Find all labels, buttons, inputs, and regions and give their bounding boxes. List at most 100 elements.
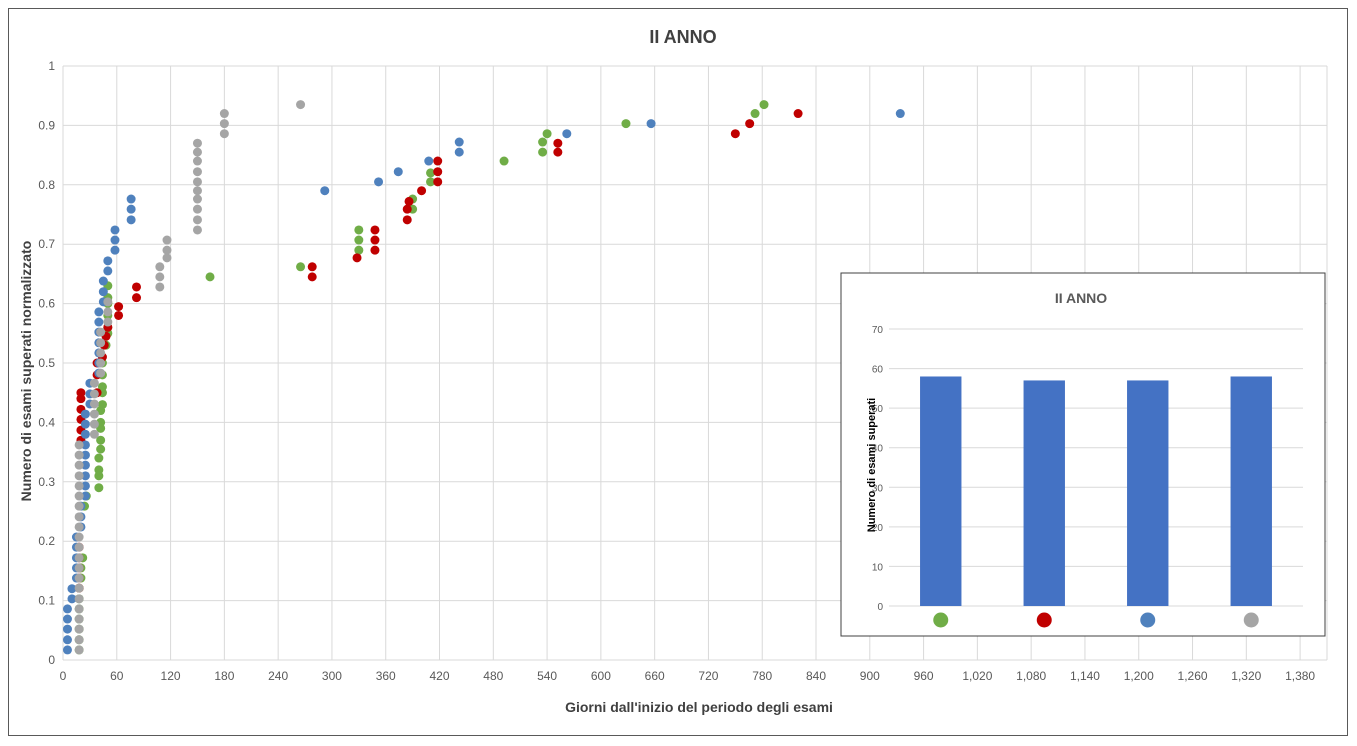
data-point xyxy=(162,235,172,245)
x-tick-label: 1,200 xyxy=(1124,669,1154,683)
data-point xyxy=(352,253,362,263)
data-point xyxy=(74,532,84,542)
data-point xyxy=(74,604,84,614)
inset-y-tick-label: 30 xyxy=(872,483,884,494)
data-point xyxy=(126,194,136,204)
data-point xyxy=(562,129,572,139)
inset-y-tick-label: 40 xyxy=(872,444,884,455)
data-point xyxy=(62,635,72,645)
x-tick-label: 1,080 xyxy=(1016,669,1046,683)
data-point xyxy=(110,235,120,245)
inset-bar xyxy=(1023,380,1065,606)
data-point xyxy=(62,604,72,614)
data-point xyxy=(98,276,108,286)
data-point xyxy=(126,204,136,214)
x-tick-label: 780 xyxy=(752,669,772,683)
data-point xyxy=(97,400,107,410)
inset-y-tick-label: 10 xyxy=(872,562,884,573)
inset-category-marker xyxy=(933,612,949,628)
y-tick-label: 0.5 xyxy=(38,356,55,370)
data-point xyxy=(110,225,120,235)
data-point xyxy=(74,594,84,604)
data-point xyxy=(89,429,99,439)
data-point xyxy=(219,129,229,139)
y-tick-labels: 0 0.1 0.2 0.3 0.4 0.5 0.6 0.7 0.8 0.9 1 xyxy=(38,59,55,667)
data-point xyxy=(219,109,229,119)
inset-category-markers xyxy=(933,612,1259,628)
inset-title: II ANNO xyxy=(1055,290,1107,306)
data-point xyxy=(103,307,113,317)
inset-bar xyxy=(920,376,962,606)
main-chart: II ANNO 0 60 120 180 240 300 360 420 480 540 600 66… xyxy=(18,27,1328,715)
y-tick-label: 0.9 xyxy=(38,118,55,132)
data-point xyxy=(74,460,84,470)
x-tick-label: 120 xyxy=(161,669,181,683)
data-point xyxy=(114,310,124,320)
y-tick-label: 0.8 xyxy=(38,178,55,192)
data-point xyxy=(730,129,740,139)
data-point xyxy=(424,156,434,166)
y-tick-label: 0.3 xyxy=(38,475,55,489)
data-point xyxy=(74,522,84,532)
x-tick-label: 1,020 xyxy=(962,669,992,683)
data-point xyxy=(433,156,443,166)
x-tick-label: 1,260 xyxy=(1178,669,1208,683)
scatter-points xyxy=(62,100,905,655)
data-point xyxy=(80,419,90,429)
data-point xyxy=(89,409,99,419)
inset-category-marker xyxy=(1036,612,1052,628)
x-tick-label: 300 xyxy=(322,669,342,683)
inset-bar xyxy=(1230,376,1272,606)
data-point xyxy=(307,262,317,272)
data-point xyxy=(74,542,84,552)
data-point xyxy=(96,368,106,378)
data-point xyxy=(219,119,229,129)
data-point xyxy=(205,272,215,282)
data-point xyxy=(404,196,414,206)
y-tick-label: 0.6 xyxy=(38,297,55,311)
data-point xyxy=(94,465,104,475)
x-tick-label: 840 xyxy=(806,669,826,683)
data-point xyxy=(80,450,90,460)
data-point xyxy=(96,338,106,348)
data-point xyxy=(162,253,172,263)
x-tick-label: 960 xyxy=(914,669,934,683)
x-axis-label: Giorni dall'inizio del periodo degli esa… xyxy=(565,699,833,715)
data-point xyxy=(96,444,106,454)
data-point xyxy=(74,645,84,655)
data-point xyxy=(307,272,317,282)
data-point xyxy=(74,471,84,481)
data-point xyxy=(542,129,552,139)
data-point xyxy=(74,512,84,522)
data-point xyxy=(67,584,77,594)
data-point xyxy=(103,297,113,307)
x-tick-label: 360 xyxy=(376,669,396,683)
data-point xyxy=(80,440,90,450)
data-point xyxy=(80,471,90,481)
y-tick-label: 1 xyxy=(48,59,55,73)
data-point xyxy=(126,215,136,225)
x-tick-label: 540 xyxy=(537,669,557,683)
data-point xyxy=(97,382,107,392)
data-point xyxy=(80,429,90,439)
data-point xyxy=(94,453,104,463)
data-point xyxy=(499,156,509,166)
inset-y-tick-labels: 0 10 20 30 40 50 60 70 xyxy=(872,325,884,613)
data-point xyxy=(454,137,464,147)
y-tick-label: 0.4 xyxy=(38,415,55,429)
data-point xyxy=(895,109,905,119)
data-point xyxy=(110,245,120,255)
data-point xyxy=(103,317,113,327)
x-tick-labels: 0 60 120 180 240 300 360 420 480 540 600 660 720 780 8… xyxy=(60,669,1316,683)
x-tick-label: 1,320 xyxy=(1231,669,1261,683)
data-point xyxy=(89,399,99,409)
data-point xyxy=(74,573,84,583)
data-point xyxy=(192,225,202,235)
data-point xyxy=(103,266,113,276)
data-point xyxy=(96,348,106,358)
data-point xyxy=(89,378,99,388)
data-point xyxy=(98,287,108,297)
data-point xyxy=(103,256,113,266)
data-point xyxy=(393,167,403,177)
inset-bar-chart: II ANNO 0 10 20 30 40 50 60 70 Numero di esami … xyxy=(840,272,1326,637)
